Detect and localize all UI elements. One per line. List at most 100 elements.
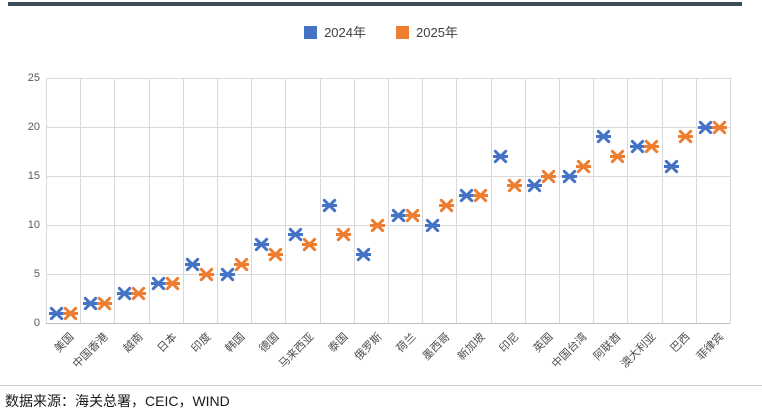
x-axis-label: 澳大利亚: [618, 331, 658, 371]
x-axis-label: 印度: [189, 331, 214, 356]
y-tick-label: 20: [27, 121, 40, 133]
y-tick-label: 15: [27, 170, 40, 182]
x-gridline: [80, 78, 82, 323]
x-axis-label: 泰国: [326, 331, 351, 356]
2025年-x-marker-icon: [540, 169, 558, 183]
2024年-x-marker-icon: [253, 237, 270, 252]
2025年-x-marker-icon: [711, 120, 729, 134]
footer-divider: [0, 385, 762, 386]
2024年-x-marker-icon: [389, 208, 407, 222]
marker-2025年: [403, 208, 421, 223]
marker-2024年: [116, 286, 133, 301]
x-gridline: [285, 78, 287, 323]
y-tick-label: 5: [33, 268, 40, 280]
x-axis-label: 俄罗斯: [352, 331, 385, 363]
x-axis-label: 马来西亚: [276, 331, 316, 371]
legend-label-2024: 2024年: [324, 25, 366, 40]
x-axis-label: 中国香港: [71, 331, 111, 371]
x-gridline: [46, 78, 47, 323]
marker-2024年: [424, 218, 441, 233]
marker-2025年: [232, 257, 250, 272]
x-gridline: [661, 78, 663, 323]
2024年-x-marker-icon: [116, 286, 133, 301]
data-source-note: 数据来源：海关总署，CEIC，WIND: [5, 393, 230, 409]
legend-swatch-2024-icon: [304, 26, 318, 39]
x-axis-label: 美国: [52, 331, 77, 356]
x-axis-label: 英国: [531, 331, 556, 356]
x-axis-label: 印尼: [497, 331, 522, 356]
x-gridline: [490, 78, 492, 323]
marker-2024年: [663, 159, 680, 174]
2025年-x-marker-icon: [198, 267, 216, 281]
2024年-x-marker-icon: [697, 120, 715, 134]
2025年-x-marker-icon: [643, 139, 660, 154]
2024年-x-marker-icon: [355, 247, 373, 262]
x-gridline: [148, 78, 150, 323]
2024年-x-marker-icon: [526, 179, 544, 193]
marker-2025年: [61, 306, 79, 321]
x-gridline: [182, 78, 184, 323]
marker-2024年: [526, 178, 544, 193]
x-gridline: [593, 78, 595, 323]
2025年-x-marker-icon: [677, 130, 694, 144]
x-gridline: [627, 78, 629, 323]
2024年-x-marker-icon: [492, 149, 509, 164]
legend-swatch-2025-icon: [396, 26, 409, 39]
x-axis-line: [46, 323, 730, 324]
2025年-x-marker-icon: [267, 247, 284, 262]
x-axis-label: 韩国: [223, 331, 248, 356]
x-axis-label: 中国台湾: [549, 331, 590, 371]
x-gridline: [559, 78, 560, 323]
marker-2025年: [540, 169, 558, 184]
marker-2025年: [198, 267, 216, 282]
marker-2025年: [369, 218, 387, 233]
marker-2025年: [711, 120, 729, 135]
marker-2025年: [677, 129, 694, 144]
2024年-x-marker-icon: [150, 277, 167, 291]
2025年-x-marker-icon: [403, 208, 421, 222]
marker-2024年: [560, 169, 578, 184]
marker-2024年: [82, 296, 99, 311]
marker-2024年: [492, 149, 509, 164]
2024年-x-marker-icon: [184, 257, 202, 271]
2024年-x-marker-icon: [560, 169, 578, 183]
2025年-x-marker-icon: [164, 277, 181, 291]
marker-2024年: [150, 276, 167, 291]
2024年-x-marker-icon: [47, 306, 65, 320]
top-accent-bar: [8, 2, 742, 6]
marker-2025年: [438, 198, 455, 213]
x-axis-label: 荷兰: [394, 331, 419, 356]
2024年-x-marker-icon: [629, 139, 646, 154]
x-gridline: [730, 78, 731, 323]
marker-2024年: [629, 139, 646, 154]
2025年-x-marker-icon: [438, 198, 455, 213]
marker-2024年: [184, 257, 202, 272]
marker-2025年: [301, 237, 318, 252]
marker-2024年: [355, 247, 373, 262]
2024年-x-marker-icon: [424, 218, 441, 232]
marker-2025年: [130, 286, 147, 301]
marker-2025年: [267, 247, 284, 262]
x-gridline: [388, 78, 389, 323]
x-gridline: [217, 78, 218, 323]
marker-2024年: [458, 188, 475, 203]
y-tick-label: 0: [33, 317, 40, 329]
marker-2024年: [253, 237, 270, 252]
2025年-x-marker-icon: [335, 228, 352, 242]
2025年-x-marker-icon: [96, 296, 113, 311]
x-gridline: [114, 78, 116, 323]
2024年-x-marker-icon: [663, 159, 680, 173]
x-gridline: [353, 78, 355, 323]
legend-item-2025: 2025年: [396, 26, 458, 39]
marker-2024年: [218, 267, 236, 282]
x-axis-label: 越南: [120, 331, 145, 356]
marker-2024年: [595, 129, 612, 144]
marker-2025年: [96, 296, 113, 311]
2024年-x-marker-icon: [82, 296, 99, 311]
x-gridline: [422, 78, 424, 323]
2025年-x-marker-icon: [506, 179, 523, 193]
marker-2024年: [697, 120, 715, 135]
x-gridline: [524, 78, 526, 323]
